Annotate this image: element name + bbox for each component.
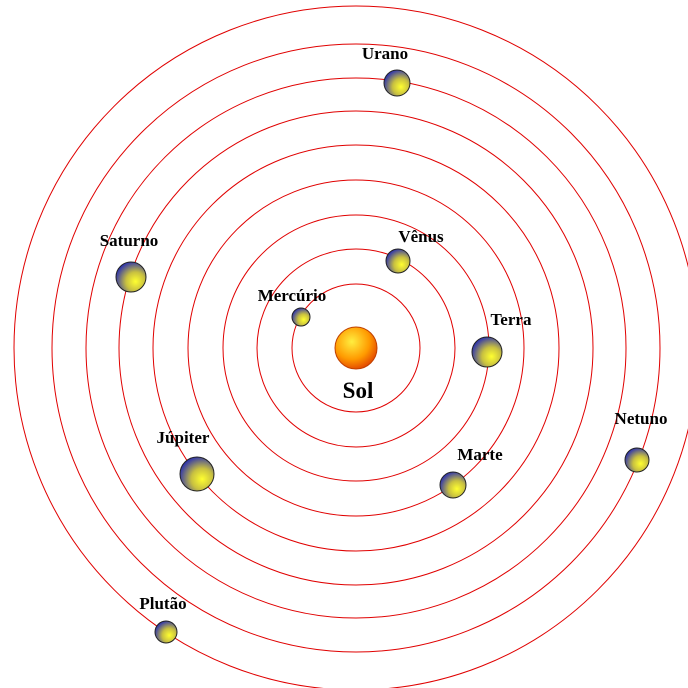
planet xyxy=(472,337,502,367)
planet-label: Mercúrio xyxy=(258,286,327,305)
planet-label: Júpiter xyxy=(157,428,210,447)
planet xyxy=(384,70,410,96)
planet xyxy=(386,249,410,273)
planet xyxy=(180,457,214,491)
planet-label: Plutão xyxy=(139,594,186,613)
planet-label: Vênus xyxy=(398,227,444,246)
planet xyxy=(155,621,177,643)
sun xyxy=(335,327,377,369)
planet xyxy=(116,262,146,292)
planet xyxy=(440,472,466,498)
planet xyxy=(292,308,310,326)
planet-label: Terra xyxy=(491,310,532,329)
planet-label: Netuno xyxy=(615,409,668,428)
sun-label: Sol xyxy=(343,378,374,403)
planet-label: Saturno xyxy=(100,231,159,250)
planet-label: Marte xyxy=(457,445,503,464)
planet-label: Urano xyxy=(362,44,408,63)
planet xyxy=(625,448,649,472)
solar-system: Sol Mercúrio Vênus Terra Marte Júpiter S… xyxy=(0,0,688,688)
